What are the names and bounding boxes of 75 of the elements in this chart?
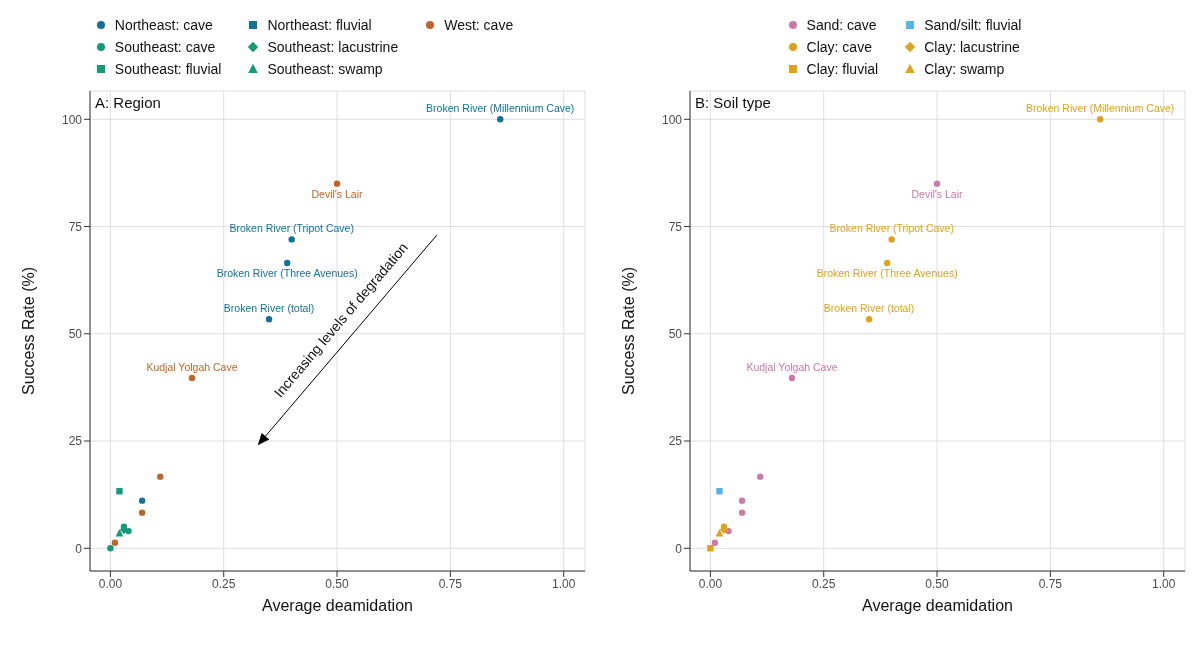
y-tick-label: 50 <box>668 327 683 342</box>
annotation: Broken River (Millennium Cave) <box>426 102 575 115</box>
x-tick-label: 0.25 <box>212 576 236 591</box>
legend-label: Clay: cave <box>806 39 872 55</box>
legend-label: Sand/silt: fluvial <box>924 17 1022 33</box>
point <box>188 374 196 382</box>
annotation: Kudjal Yolgah Cave <box>746 360 838 373</box>
x-axis-title: Average deamidation <box>262 597 413 614</box>
annotation: Broken River (Three Avenues) <box>216 267 358 280</box>
y-tick-label: 25 <box>68 434 83 449</box>
point <box>738 509 746 516</box>
x-tick-label: 0.50 <box>925 576 950 591</box>
annotation: Devil's Lair <box>911 188 964 201</box>
legend-label: Southeast: swamp <box>267 61 383 77</box>
point <box>283 259 291 267</box>
point <box>757 473 764 480</box>
annotation: Broken River (Tripot Cave) <box>229 222 354 235</box>
point <box>107 545 114 552</box>
legend-label: Clay: swamp <box>924 61 1005 77</box>
point <box>1097 116 1104 123</box>
annotation: Kudjal Yolgah Cave <box>146 360 238 373</box>
y-tick-label: 50 <box>68 327 83 342</box>
point <box>883 259 891 267</box>
legend-label: West: cave <box>444 17 514 33</box>
point <box>788 374 796 382</box>
y-tick-label: 0 <box>75 541 83 556</box>
x-axis-title: Average deamidation <box>862 597 1013 614</box>
point <box>865 316 873 323</box>
annotation: Broken River (Millennium Cave) <box>1026 102 1175 115</box>
legend-label: Northeast: fluvial <box>267 17 372 33</box>
legend-label: Sand: cave <box>806 17 877 33</box>
legend-label: Clay: lacustrine <box>924 39 1020 55</box>
point <box>707 545 714 552</box>
y-tick-label: 100 <box>661 112 683 127</box>
x-tick-label: 0.00 <box>698 576 723 591</box>
point <box>265 316 273 323</box>
x-tick-label: 1.00 <box>552 576 576 591</box>
point <box>497 116 504 123</box>
legend-label: Northeast: cave <box>114 17 213 33</box>
x-tick-label: 0.00 <box>98 576 123 591</box>
point <box>738 497 746 504</box>
y-axis-title: Success Rate (%) <box>619 266 637 396</box>
legend-label: Southeast: lacustrine <box>267 39 399 55</box>
y-tick-label: 25 <box>668 434 683 449</box>
annotation: Devil's Lair <box>311 188 364 201</box>
chart-title: B: Soil type <box>695 94 771 111</box>
annotation: Broken River (total) <box>223 302 315 315</box>
y-tick-label: 75 <box>668 219 683 234</box>
legend-label: Southeast: fluvial <box>114 61 222 77</box>
point <box>933 180 941 187</box>
point <box>888 236 895 243</box>
point <box>111 539 119 546</box>
point <box>333 180 341 187</box>
x-tick-label: 0.75 <box>1038 576 1063 591</box>
point <box>116 488 123 495</box>
annotation: Broken River (total) <box>823 302 915 315</box>
legend-label: Clay: fluvial <box>806 61 879 77</box>
point <box>138 509 146 516</box>
y-tick-label: 0 <box>675 541 683 556</box>
point <box>138 497 146 504</box>
x-tick-label: 0.25 <box>812 576 836 591</box>
point <box>288 236 295 243</box>
x-tick-label: 0.50 <box>325 576 350 591</box>
legend-label: Southeast: cave <box>114 39 216 55</box>
x-tick-label: 0.75 <box>438 576 463 591</box>
y-axis-title: Success Rate (%) <box>19 266 37 396</box>
annotation: Broken River (Tripot Cave) <box>829 222 954 235</box>
point <box>157 473 164 480</box>
point <box>716 488 723 495</box>
point <box>711 539 719 546</box>
chart-title: A: Region <box>95 94 161 111</box>
annotation: Broken River (Three Avenues) <box>816 267 958 280</box>
y-tick-label: 100 <box>61 112 83 127</box>
x-tick-label: 1.00 <box>1152 576 1176 591</box>
y-tick-label: 75 <box>68 219 83 234</box>
